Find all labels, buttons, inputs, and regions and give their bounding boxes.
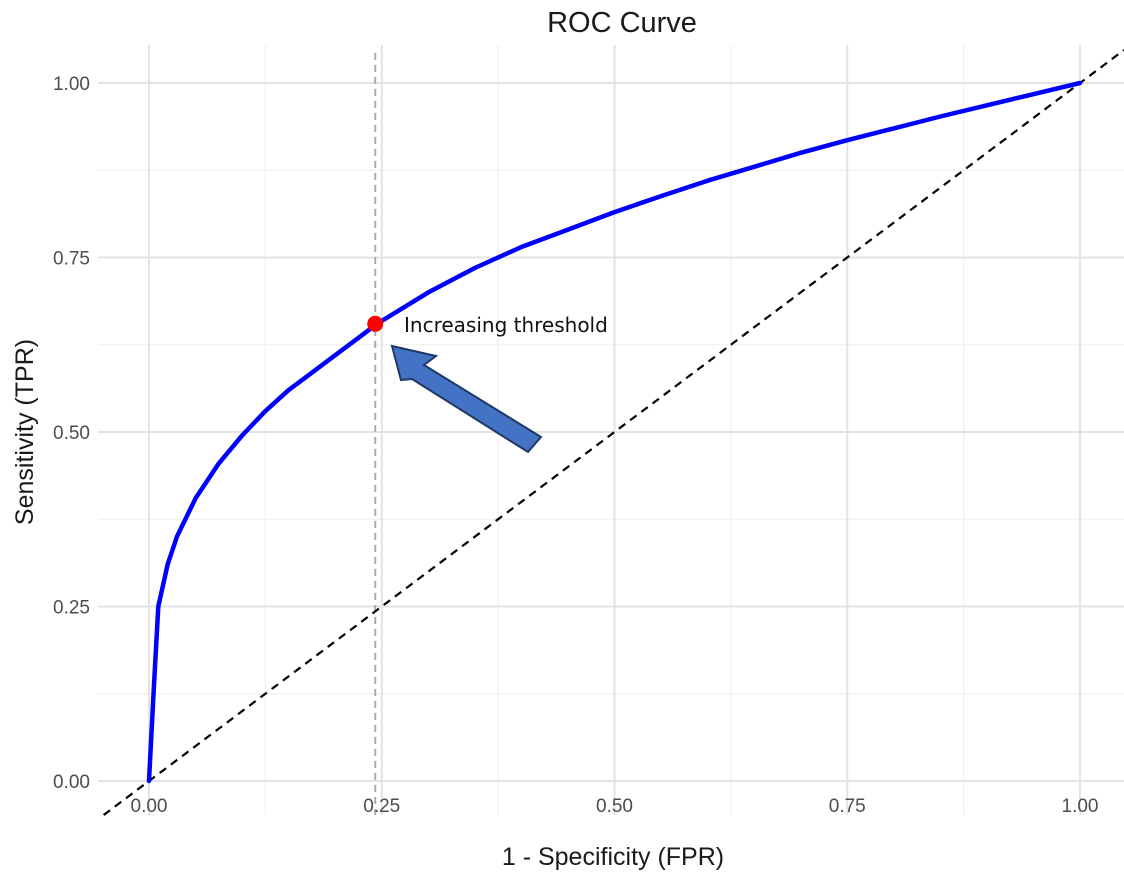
x-tick-label: 0.75 [829,796,866,817]
series-layer [146,80,1083,784]
x-tick-label: 0.50 [596,796,633,817]
annotation-arrow [390,344,543,454]
minor-gridlines [98,45,1124,815]
x-tick-label: 1.00 [1062,796,1099,817]
major-gridlines [98,45,1124,815]
threshold-point [367,315,384,332]
y-tick-label: 0.50 [53,423,90,444]
y-tick-labels: 0.00 0.25 0.50 0.75 1.00 [53,74,90,793]
chart-title: ROC Curve [547,7,697,39]
annotation-layer [390,344,543,454]
x-tick-labels: 0.00 0.25 0.50 0.75 1.00 [131,796,1099,817]
x-tick-label: 0.00 [131,796,168,817]
annotation-label: Increasing threshold [404,313,608,337]
y-axis-title: Sensitivity (TPR) [11,339,39,525]
reference-lines [102,49,1124,816]
marker-layer [367,315,384,332]
roc-curve-line [146,80,1083,784]
diagonal-reference-line [102,49,1124,816]
y-tick-label: 0.25 [53,598,90,619]
y-tick-label: 0.00 [53,772,90,793]
x-axis-title: 1 - Specificity (FPR) [502,843,724,871]
x-tick-label: 0.25 [363,796,400,817]
y-tick-label: 0.75 [53,249,90,270]
y-tick-label: 1.00 [53,74,90,95]
